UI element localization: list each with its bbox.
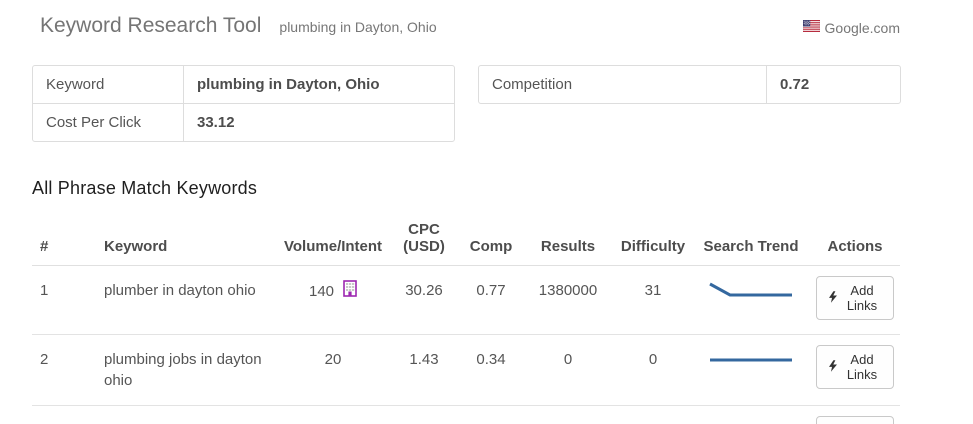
actions-cell: Add Links [810, 265, 900, 335]
col-header-results: Results [522, 215, 614, 266]
volume-cell: 20 [278, 405, 388, 424]
keyword-cell: plumbing jobs in dayton ohio [96, 334, 278, 406]
col-header-num: # [32, 215, 96, 266]
section-heading: All Phrase Match Keywords [32, 178, 258, 198]
add-links-button[interactable]: Add Links [816, 345, 894, 389]
cost-per-click-value: 33.12 [197, 114, 235, 131]
col-header-difficulty: Difficulty [614, 215, 692, 266]
results-cell: 0 [522, 405, 614, 424]
volume-value: 140 [308, 283, 335, 300]
search-engine: Google.com [802, 19, 900, 37]
bolt-icon [829, 290, 837, 306]
competition-summary-table: Competition 0.72 [478, 65, 901, 104]
difficulty-cell: 0 [614, 334, 692, 406]
page-title: Keyword Research Tool [40, 14, 262, 37]
add-links-label: Add Links [846, 352, 878, 382]
col-header-cpc: CPC (USD) [388, 215, 460, 266]
col-header-keyword: Keyword [96, 215, 278, 266]
table-header-row: # Keyword Volume/Intent CPC (USD) Comp R… [32, 215, 900, 266]
col-header-actions: Actions [810, 215, 900, 266]
query-subtitle: plumbing in Dayton, Ohio [279, 19, 437, 35]
row-number: 1 [32, 265, 96, 335]
trend-cell [692, 334, 810, 406]
cpc-cell: 0 [388, 405, 460, 424]
actions-cell: Add Links [810, 405, 900, 424]
cpc-cell: 30.26 [388, 265, 460, 335]
table-row: 2 plumbing jobs in dayton ohio 20 1.43 0… [32, 334, 900, 406]
cost-per-click-label: Cost Per Click [33, 104, 184, 141]
row-number: 3 [32, 405, 96, 424]
bolt-icon [829, 359, 837, 375]
table-row: 3 plumbing supply stores in dayt... 20 0… [32, 405, 900, 424]
comp-cell: 0.34 [460, 334, 522, 406]
actions-cell: Add Links [810, 334, 900, 406]
table-row: 1 plumber in dayton ohio 140 [32, 265, 900, 335]
volume-cell: 20 [278, 334, 388, 406]
keyword-value: plumbing in Dayton, Ohio [197, 76, 380, 93]
add-links-button[interactable]: Add Links [816, 416, 894, 424]
summary-row-cpc: Cost Per Click 33.12 [33, 103, 454, 141]
summary-row-competition: Competition 0.72 [479, 66, 900, 103]
col-header-volume: Volume/Intent [278, 215, 388, 266]
difficulty-cell: 0 [614, 405, 692, 424]
building-icon [343, 280, 357, 303]
col-header-comp: Comp [460, 215, 522, 266]
competition-value: 0.72 [780, 76, 810, 93]
add-links-button[interactable]: Add Links [816, 276, 894, 320]
us-flag-icon [802, 19, 820, 37]
trend-cell [692, 265, 810, 335]
row-number: 2 [32, 334, 96, 406]
volume-cell: 140 [278, 265, 388, 335]
keyword-label: Keyword [33, 66, 184, 103]
difficulty-cell: 31 [614, 265, 692, 335]
keywords-table: # Keyword Volume/Intent CPC (USD) Comp R… [32, 215, 900, 424]
keyword-summary-table: Keyword plumbing in Dayton, Ohio Cost Pe… [32, 65, 455, 142]
summary-section: Keyword plumbing in Dayton, Ohio Cost Pe… [32, 65, 901, 142]
keyword-cell: plumbing supply stores in dayt... [96, 405, 278, 424]
results-cell: 1380000 [522, 265, 614, 335]
results-cell: 0 [522, 334, 614, 406]
trend-cell [692, 405, 810, 424]
keyword-cell: plumber in dayton ohio [96, 265, 278, 335]
trend-sparkline [710, 358, 792, 362]
col-header-trend: Search Trend [692, 215, 810, 266]
summary-row-keyword: Keyword plumbing in Dayton, Ohio [33, 66, 454, 103]
cpc-cell: 1.43 [388, 334, 460, 406]
page-header: Keyword Research Tool plumbing in Dayton… [40, 14, 900, 38]
competition-label: Competition [479, 66, 767, 103]
search-engine-label: Google.com [824, 20, 900, 36]
add-links-label: Add Links [846, 283, 878, 313]
comp-cell: 0.77 [460, 265, 522, 335]
comp-cell: 0.36 [460, 405, 522, 424]
trend-sparkline [709, 282, 792, 297]
